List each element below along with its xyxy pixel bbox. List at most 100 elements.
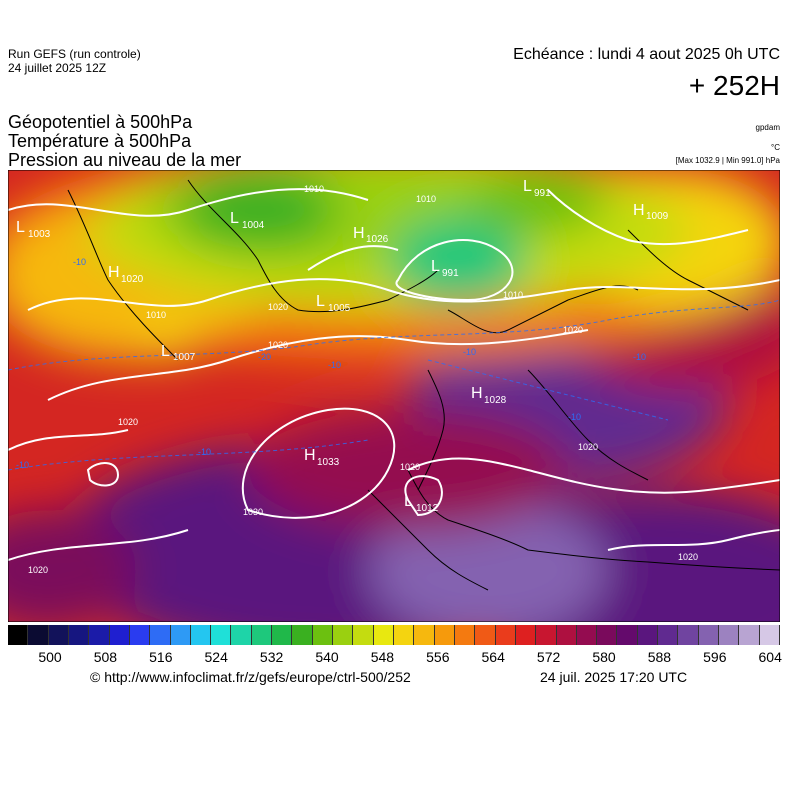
isobar-label: 1020 xyxy=(268,340,288,350)
colorbar-swatch xyxy=(597,625,618,645)
colorbar-tick-label: 500 xyxy=(38,649,62,665)
high-marker: H xyxy=(108,264,120,281)
colorbar-swatch xyxy=(190,625,212,645)
unit-temperature: °C xyxy=(771,143,780,152)
colorbar-tick-label: 596 xyxy=(703,649,727,665)
high-value: 1026 xyxy=(366,234,389,245)
colorbar-tick-label: 532 xyxy=(259,649,284,665)
isotherm-label: -10 xyxy=(633,352,646,362)
isobar-label: 1020 xyxy=(118,417,138,427)
low-value: 991 xyxy=(442,268,459,279)
colorbar-swatch xyxy=(68,625,90,645)
colorbar-tick-label: 604 xyxy=(758,649,782,665)
colorbar-swatch xyxy=(150,625,171,645)
colorbar-swatch xyxy=(170,625,191,645)
colorbar-tick-label: 548 xyxy=(370,649,395,665)
unit-geopotential: gpdam xyxy=(755,123,780,132)
colorbar-swatch xyxy=(515,625,537,645)
colorbar-swatch xyxy=(8,625,29,645)
low-value: 1005 xyxy=(328,303,351,314)
colorbar-swatch xyxy=(658,625,679,645)
low-marker: L xyxy=(404,493,413,510)
colorbar-swatch xyxy=(536,625,557,645)
high-value: 1020 xyxy=(121,274,144,285)
colorbar-swatch xyxy=(617,625,638,645)
colorbar-swatch xyxy=(211,625,232,645)
colorbar-swatch xyxy=(312,625,334,645)
colorbar-swatch xyxy=(333,625,354,645)
run-date: 24 juillet 2025 12Z xyxy=(8,61,107,75)
isotherm-label: -10 xyxy=(328,360,341,370)
title-geopotential: Géopotentiel à 500hPa xyxy=(8,112,193,132)
low-value: 991 xyxy=(534,188,551,199)
title-pressure: Pression au niveau de la mer xyxy=(8,150,242,170)
isobar-label: 1010 xyxy=(146,310,166,320)
isobar-label: 1010 xyxy=(304,184,324,194)
colorbar-swatch xyxy=(698,625,720,645)
isobar-label: 1020 xyxy=(578,442,598,452)
isobar-label: 1020 xyxy=(563,325,583,335)
colorbar-swatch xyxy=(719,625,740,645)
high-value: 1009 xyxy=(646,211,669,222)
colorbar-tick-label: 588 xyxy=(647,649,672,665)
isotherm-label: -10 xyxy=(16,460,29,470)
colorbar-tick-label: 572 xyxy=(536,649,561,665)
colorbar-tick-label: 540 xyxy=(315,649,339,665)
colorbar-swatch xyxy=(251,625,273,645)
isotherm-label: -20 xyxy=(258,352,271,362)
low-value: 1003 xyxy=(28,229,51,240)
isobar-label: 1020 xyxy=(678,552,698,562)
colorbar-swatch xyxy=(475,625,496,645)
colorbar-swatch xyxy=(739,625,760,645)
colorbar-swatch xyxy=(28,625,49,645)
high-value: 1033 xyxy=(317,457,340,468)
colorbar-tick-label: 580 xyxy=(592,649,616,665)
colorbar-tick-label: 556 xyxy=(426,649,450,665)
colorbar xyxy=(8,625,780,645)
high-marker: H xyxy=(304,447,316,464)
low-marker: L xyxy=(431,258,440,275)
colorbar-swatch xyxy=(89,625,110,645)
colorbar-swatch xyxy=(678,625,699,645)
low-value: 1004 xyxy=(242,220,265,231)
low-marker: L xyxy=(523,178,532,195)
colorbar-swatch xyxy=(231,625,252,645)
colorbar-swatch xyxy=(373,625,394,645)
isobar-label: 1030 xyxy=(243,507,263,517)
colorbar-swatch xyxy=(48,625,69,645)
title-temperature: Température à 500hPa xyxy=(8,131,192,151)
colorbar-swatch xyxy=(394,625,415,645)
echeance-label: Echéance : lundi 4 aout 2025 0h UTC xyxy=(513,46,780,63)
isobar-label: 1010 xyxy=(416,194,436,204)
low-marker: L xyxy=(161,343,170,360)
colorbar-swatch xyxy=(637,625,659,645)
high-marker: H xyxy=(471,385,483,402)
colorbar-swatch xyxy=(292,625,313,645)
isotherms xyxy=(8,299,780,471)
lead-time: + 252H xyxy=(688,70,780,101)
isobar-labels: 1020 1010 1020 1030 1020 1020 1020 1010 … xyxy=(28,184,698,575)
colorbar-swatch xyxy=(272,625,293,645)
generated-time: 24 juil. 2025 17:20 UTC xyxy=(540,669,688,685)
colorbar-tick-label: 564 xyxy=(481,649,505,665)
colorbar-tick-label: 508 xyxy=(93,649,118,665)
colorbar-swatch xyxy=(556,625,577,645)
isotherm-labels: -10 -10 -20 -10 -10 -10 -10 -10 xyxy=(16,257,646,470)
colorbar-swatch xyxy=(454,625,476,645)
colorbar-swatch xyxy=(576,625,598,645)
high-marker: H xyxy=(633,202,645,219)
low-marker: L xyxy=(16,219,25,236)
high-value: 1028 xyxy=(484,395,507,406)
colorbar-swatch xyxy=(495,625,516,645)
colorbar-swatch xyxy=(414,625,435,645)
isobar-label: 1020 xyxy=(268,302,288,312)
colorbar-swatch xyxy=(353,625,374,645)
isobar-label: 1010 xyxy=(503,290,523,300)
isotherm-label: -10 xyxy=(198,447,211,457)
isotherm-label: -10 xyxy=(568,412,581,422)
isotherm-label: -10 xyxy=(463,347,476,357)
colorbar-swatch xyxy=(129,625,151,645)
isotherm-label: -10 xyxy=(73,257,86,267)
colorbar-swatch xyxy=(434,625,455,645)
low-value: 1012 xyxy=(416,503,439,514)
